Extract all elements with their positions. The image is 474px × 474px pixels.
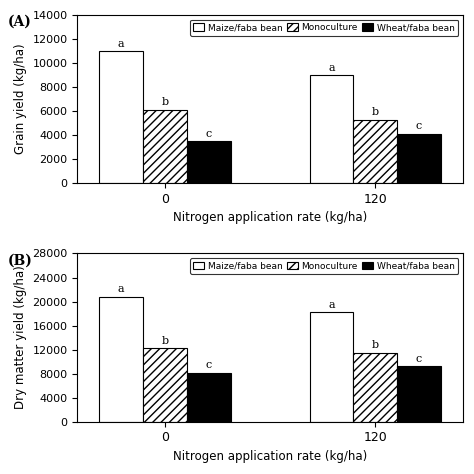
Y-axis label: Grain yield (kg/ha): Grain yield (kg/ha) bbox=[14, 44, 27, 155]
Bar bbox=[310, 75, 353, 183]
Bar bbox=[143, 348, 187, 421]
Bar bbox=[187, 373, 231, 421]
Text: c: c bbox=[416, 121, 422, 131]
X-axis label: Nitrogen application rate (kg/ha): Nitrogen application rate (kg/ha) bbox=[173, 211, 367, 225]
Bar bbox=[397, 134, 441, 183]
Bar bbox=[397, 366, 441, 421]
Text: b: b bbox=[372, 107, 379, 117]
X-axis label: Nitrogen application rate (kg/ha): Nitrogen application rate (kg/ha) bbox=[173, 450, 367, 463]
Text: a: a bbox=[328, 63, 335, 73]
Text: b: b bbox=[372, 340, 379, 350]
Legend: Maize/faba bean, Monoculture, Wheat/faba bean: Maize/faba bean, Monoculture, Wheat/faba… bbox=[190, 19, 458, 36]
Bar bbox=[353, 119, 397, 183]
Text: (B): (B) bbox=[8, 254, 33, 267]
Bar bbox=[99, 51, 143, 183]
Text: c: c bbox=[206, 360, 212, 371]
Text: c: c bbox=[416, 354, 422, 364]
Text: (A): (A) bbox=[8, 15, 32, 29]
Y-axis label: Dry matter yield (kg/ha): Dry matter yield (kg/ha) bbox=[14, 266, 27, 410]
Legend: Maize/faba bean, Monoculture, Wheat/faba bean: Maize/faba bean, Monoculture, Wheat/faba… bbox=[190, 258, 458, 274]
Bar bbox=[99, 297, 143, 421]
Bar bbox=[187, 141, 231, 183]
Text: b: b bbox=[161, 98, 168, 108]
Text: a: a bbox=[118, 38, 124, 49]
Text: a: a bbox=[118, 284, 124, 294]
Text: b: b bbox=[161, 336, 168, 346]
Text: c: c bbox=[206, 128, 212, 139]
Bar bbox=[143, 110, 187, 183]
Bar bbox=[353, 353, 397, 421]
Bar bbox=[310, 312, 353, 421]
Text: a: a bbox=[328, 300, 335, 310]
